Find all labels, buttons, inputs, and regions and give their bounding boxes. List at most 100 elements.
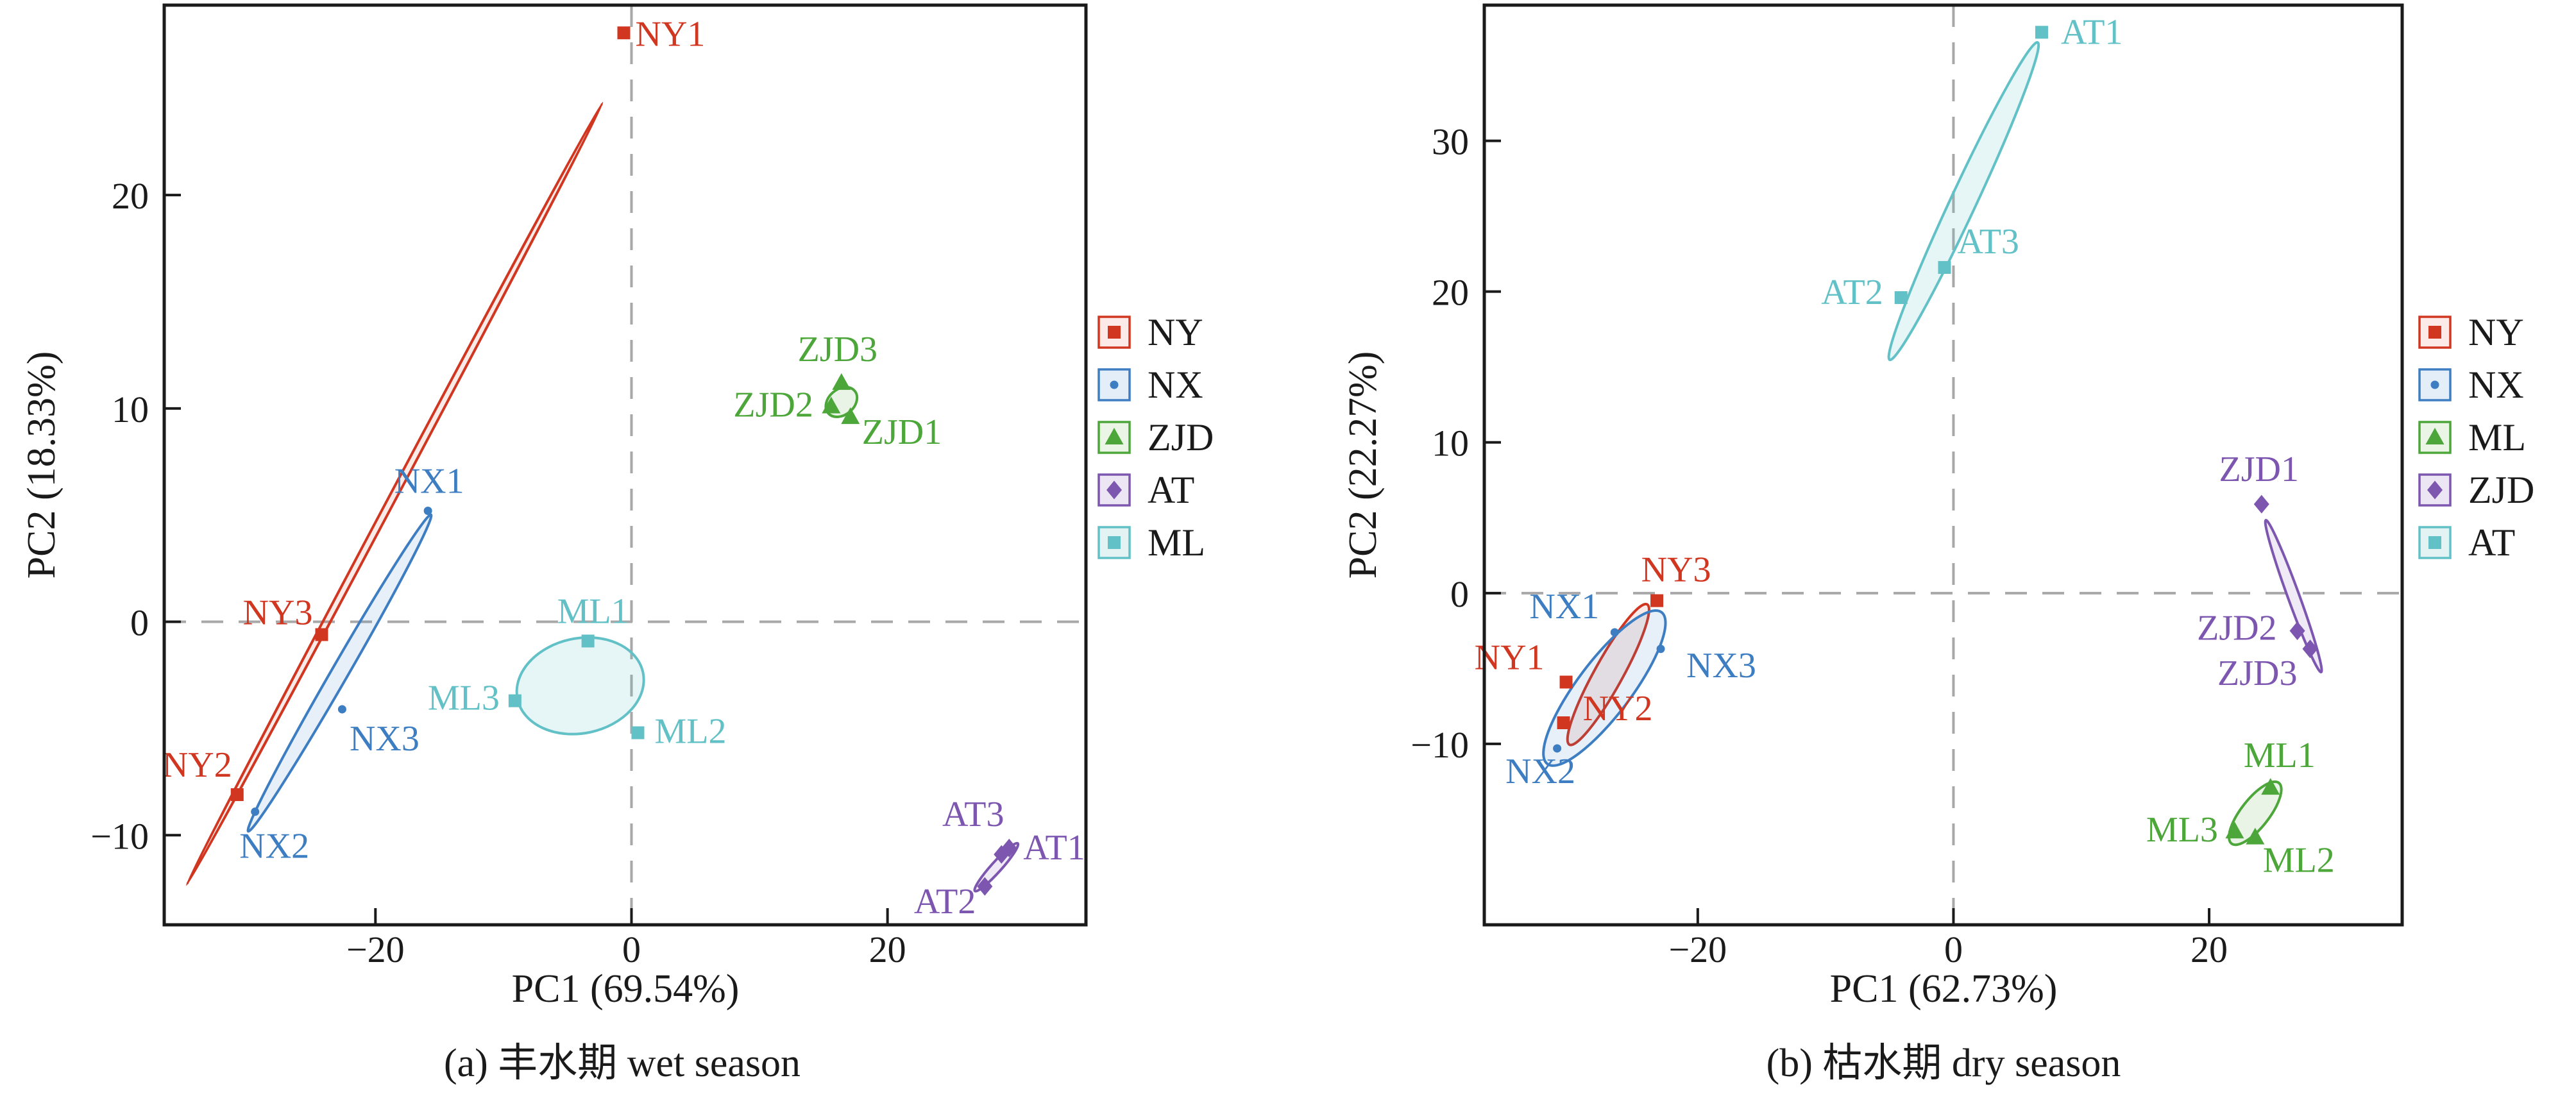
point-label-NX3: NX3 <box>350 719 419 759</box>
point-label-AT3: AT3 <box>1957 222 2019 262</box>
y-axis-label: PC2 (18.33%) <box>20 351 64 579</box>
legend-item-AT: AT <box>1097 469 1194 511</box>
plot-frame <box>162 3 1088 927</box>
y-tick-label: 0 <box>130 602 149 644</box>
point-label-ML2: ML2 <box>2263 841 2335 881</box>
point-label-NY3: NY3 <box>1641 550 1711 590</box>
cluster-ellipse-NX <box>246 513 433 833</box>
point-label-ZJD3: ZJD3 <box>2217 654 2297 693</box>
point-ZJD2 <box>2289 621 2305 641</box>
legend-item-NX: NX <box>1097 364 1203 406</box>
legend-label-ZJD: ZJD <box>2468 469 2534 511</box>
point-ZJD2 <box>822 396 841 414</box>
legend-label-ML: ML <box>2468 416 2526 459</box>
point-ML3 <box>508 694 521 707</box>
point-NX3 <box>1656 645 1665 654</box>
point-label-ZJD3: ZJD3 <box>798 330 877 369</box>
point-label-NY2: NY2 <box>1583 689 1653 729</box>
point-label-NX1: NX1 <box>1529 587 1599 627</box>
point-label-NX2: NX2 <box>239 827 309 866</box>
legend-marker-dot-icon <box>2430 380 2439 389</box>
x-tick-label: 0 <box>1944 929 1963 970</box>
point-label-NY1: NY1 <box>1475 638 1545 678</box>
point-NX1 <box>1610 628 1619 637</box>
legend-label-ZJD: ZJD <box>1148 416 1214 459</box>
legend-label-NY: NY <box>2468 311 2524 353</box>
point-AT3 <box>1938 261 1951 274</box>
legend-swatch-NY <box>2418 316 2452 349</box>
panel-caption: (b) 枯水期 dry season <box>1767 1042 2121 1085</box>
point-label-AT3: AT3 <box>942 795 1004 834</box>
point-label-NX2: NX2 <box>1505 752 1575 791</box>
legend-item-ML: ML <box>1097 521 1205 564</box>
legend-label-NX: NX <box>2468 364 2524 406</box>
legend-marker-diamond-icon <box>2427 480 2443 500</box>
point-ZJD3 <box>2302 639 2318 659</box>
point-NY1 <box>1559 675 1573 689</box>
point-ML2 <box>2246 827 2265 845</box>
legend-marker-triangle-icon <box>2425 428 2445 444</box>
legend-marker-square-icon <box>2428 326 2441 339</box>
x-tick-label: 20 <box>869 929 906 970</box>
legend-b: NY NX ML ZJD AT <box>2418 311 2534 564</box>
point-ZJD1 <box>841 407 860 425</box>
point-label-NY3: NY3 <box>243 593 313 633</box>
point-label-AT2: AT2 <box>1821 273 1883 312</box>
x-tick-label: −20 <box>346 929 405 970</box>
legend-label-NY: NY <box>1148 311 1203 353</box>
point-NY3 <box>1650 594 1664 607</box>
point-NX2 <box>1553 744 1562 753</box>
legend-marker-dot-icon <box>1110 380 1119 389</box>
point-label-NX3: NX3 <box>1686 646 1756 686</box>
legend-marker-triangle-icon <box>1105 428 1124 444</box>
panel-caption: (a) 丰水期 wet season <box>444 1042 801 1085</box>
point-ZJD1 <box>2253 494 2269 514</box>
legend-label-ML: ML <box>1148 521 1205 564</box>
point-label-NY2: NY2 <box>162 745 232 785</box>
point-label-AT2: AT2 <box>914 882 976 922</box>
x-tick-label: −20 <box>1668 929 1727 970</box>
point-NY1 <box>617 26 631 40</box>
plot-frame <box>1482 3 2404 927</box>
point-AT1 <box>2035 26 2048 39</box>
legend-marker-square-icon <box>1108 536 1121 549</box>
point-label-ZJD1: ZJD1 <box>862 412 942 452</box>
legend-marker-diamond-icon <box>1106 480 1122 500</box>
point-label-AT1: AT1 <box>2061 12 2123 52</box>
point-label-ZJD2: ZJD2 <box>2197 609 2276 648</box>
legend-item-ZJD: ZJD <box>1097 416 1214 459</box>
y-tick-label: 0 <box>1450 573 1469 615</box>
point-AT2 <box>1894 291 1908 305</box>
panel-a: NY1 NY3 NY2 NX1 NX3 NX2 ZJD3 ZJD2 ZJD1 AT3 AT1 AT2 M… <box>20 3 1214 1085</box>
point-ML1 <box>2261 778 2280 795</box>
x-axis-label: PC1 (69.54%) <box>512 967 740 1011</box>
legend-label-AT: AT <box>2468 521 2515 564</box>
legend-label-NX: NX <box>1148 364 1203 406</box>
x-tick-label: 0 <box>622 929 641 970</box>
y-tick-label: 20 <box>112 175 149 217</box>
point-NX2 <box>251 807 260 816</box>
point-AT1 <box>1001 838 1017 857</box>
legend-item-AT: AT <box>2418 521 2515 564</box>
point-NY2 <box>230 788 244 802</box>
x-axis-label: PC1 (62.73%) <box>1830 967 2058 1011</box>
legend-marker-square-icon <box>1108 326 1121 339</box>
point-AT2 <box>977 877 993 896</box>
y-tick-label: 30 <box>1432 121 1469 163</box>
legend-marker-square-icon <box>2428 536 2441 549</box>
y-tick-label: −10 <box>1411 724 1469 766</box>
point-label-AT1: AT1 <box>1023 828 1085 868</box>
cluster-ellipse-ZJD <box>2264 519 2323 673</box>
legend-item-ML: ML <box>2418 416 2526 459</box>
point-NY3 <box>315 628 328 641</box>
point-label-ZJD2: ZJD2 <box>733 385 813 425</box>
point-NX3 <box>337 705 346 714</box>
point-ZJD3 <box>832 373 851 390</box>
x-tick-label: 20 <box>2190 929 2228 970</box>
cluster-ellipse-ML <box>2227 780 2283 847</box>
point-label-ML3: ML3 <box>2146 810 2218 850</box>
y-tick-label: 10 <box>1432 423 1469 464</box>
point-label-ML1: ML1 <box>557 591 629 631</box>
point-label-NX1: NX1 <box>394 462 464 502</box>
